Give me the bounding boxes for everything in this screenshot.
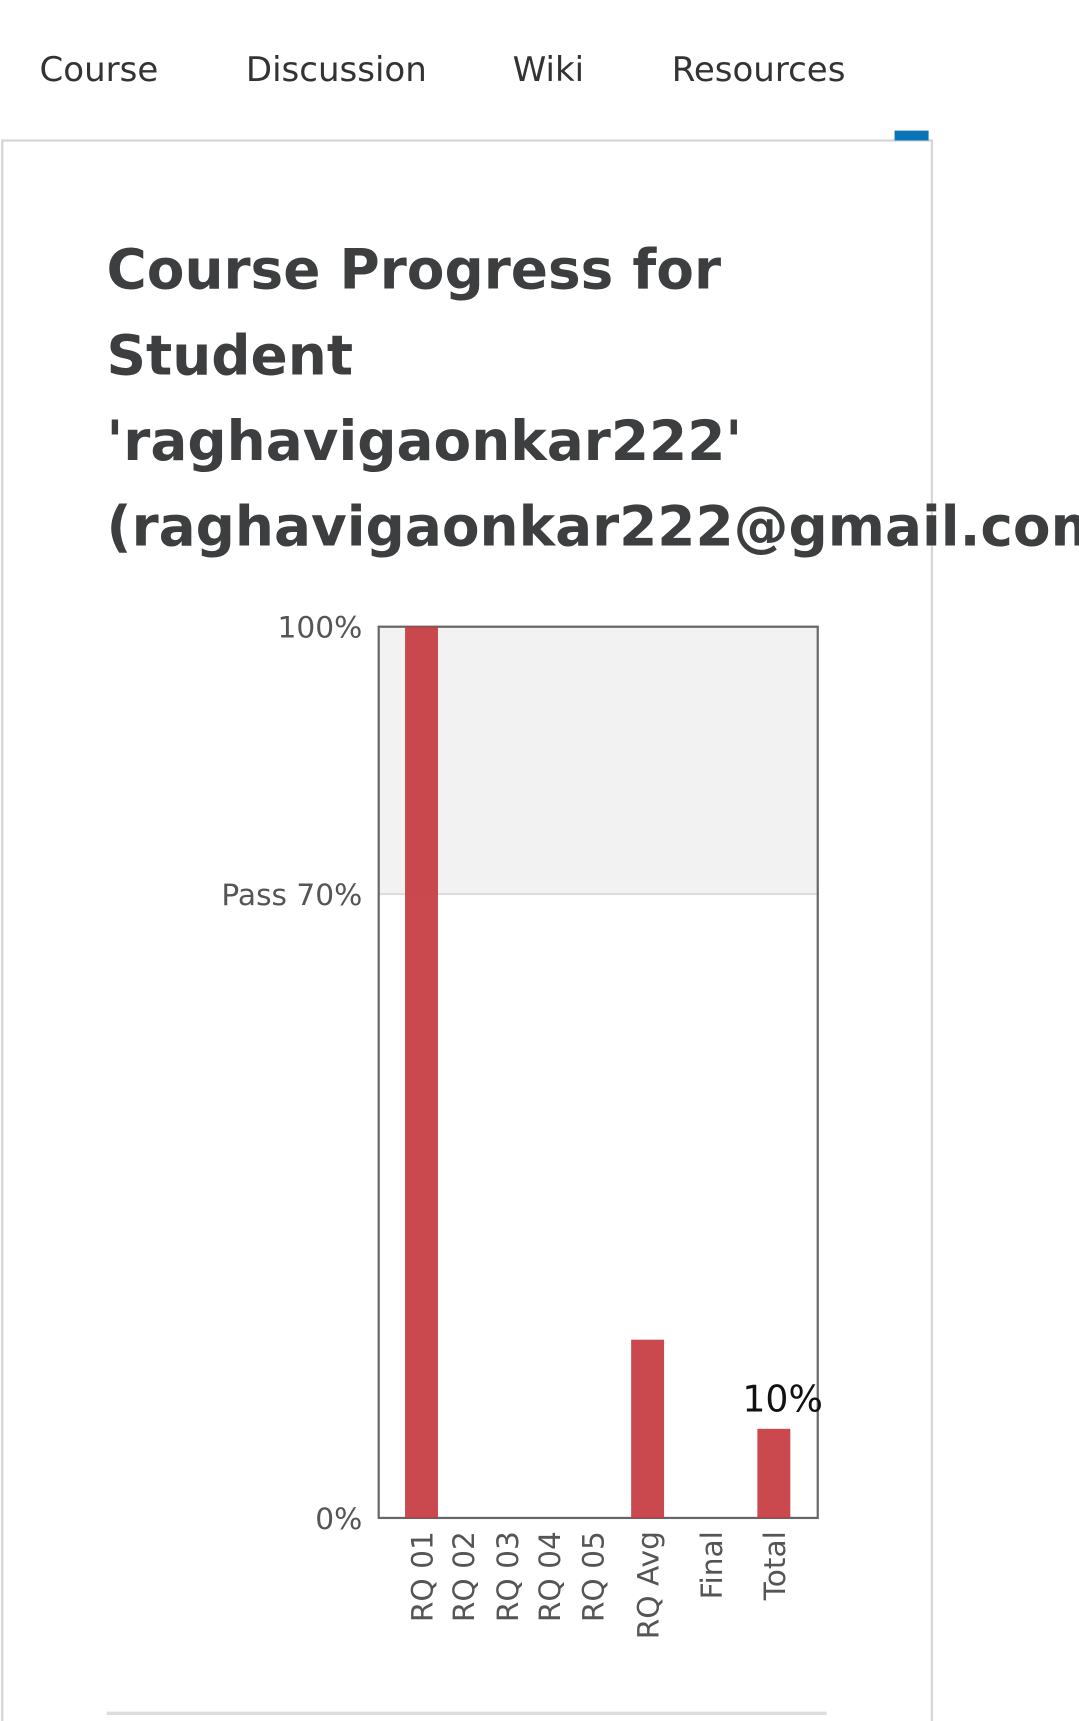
x-tick-label: Final: [694, 1531, 729, 1599]
tab-indicator: [894, 130, 929, 141]
y-tick-label: 100%: [278, 610, 363, 645]
data-label: 10%: [742, 1377, 823, 1420]
page-title: (raghavigaonkar222@gmail.com): [107, 494, 1079, 558]
x-tick-label: RQ 02: [446, 1531, 481, 1622]
page-title: 'raghavigaonkar222': [107, 409, 743, 473]
plot-frame: [377, 625, 819, 1520]
nav-tab[interactable]: Discussion: [246, 50, 427, 90]
page-title: Student: [107, 323, 354, 387]
pass-band: [378, 626, 818, 895]
bar: [757, 1428, 791, 1518]
bar: [631, 1339, 665, 1518]
x-tick-label: RQ 01: [404, 1531, 439, 1622]
x-tick-label: RQ 03: [490, 1531, 525, 1622]
page-title: Course Progress for: [107, 238, 722, 302]
y-tick-label: 0%: [315, 1501, 362, 1536]
nav-tab[interactable]: Resources: [672, 50, 846, 90]
y-tick-label: Pass 70%: [221, 877, 362, 912]
x-tick-label: Total: [757, 1531, 792, 1601]
bar: [405, 626, 438, 1518]
x-tick-label: RQ 04: [532, 1531, 567, 1622]
x-tick-label: RQ Avg: [631, 1531, 666, 1639]
nav-tab[interactable]: Course: [40, 50, 159, 90]
nav-tab[interactable]: Wiki: [513, 50, 585, 90]
x-tick-label: RQ 05: [576, 1531, 611, 1622]
